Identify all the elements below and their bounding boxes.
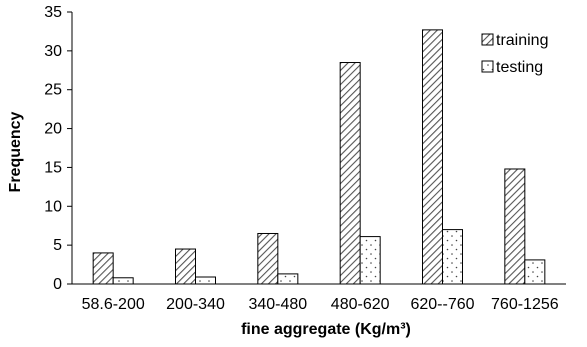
y-ticks-group: 0 5 10 15 20 25 30 35 (44, 4, 72, 293)
x-ticks-group: 58.6-200 200-340 340-480 480-620 620--760 760… (82, 296, 559, 313)
bar-testing-2 (277, 273, 299, 285)
bar-testing-3 (359, 236, 381, 285)
x-tick-label: 620--760 (410, 296, 474, 313)
bar-training-4 (422, 29, 443, 285)
bar-training-5 (504, 168, 526, 285)
bar-testing-5 (524, 259, 546, 285)
legend-label-testing: testing (496, 59, 543, 76)
bar-testing-0 (112, 277, 134, 285)
bars-group (92, 29, 546, 285)
y-tick-label: 0 (53, 276, 62, 293)
y-tick-label: 15 (44, 159, 62, 176)
bar-training-0 (92, 252, 114, 285)
bar-training-1 (175, 248, 196, 285)
x-tick-label: 340-480 (248, 296, 307, 313)
y-axis-title: Frequency (7, 111, 24, 192)
bar-training-3 (339, 62, 361, 285)
x-tick-label: 200-340 (166, 296, 225, 313)
bar-testing-1 (195, 276, 216, 285)
y-tick-label: 10 (44, 198, 62, 215)
x-tick-label: 480-620 (331, 296, 390, 313)
x-tick-label: 760-1256 (491, 296, 559, 313)
y-tick-label: 35 (44, 4, 62, 21)
legend: training testing (481, 32, 548, 76)
y-tick-label: 5 (53, 237, 62, 254)
y-tick-label: 25 (44, 82, 62, 99)
legend-label-training: training (496, 32, 548, 49)
bar-testing-4 (442, 229, 463, 285)
bar-training-2 (257, 232, 279, 285)
x-axis-title: fine aggregate (Kg/m³) (241, 321, 411, 338)
y-tick-label: 20 (44, 121, 62, 138)
y-tick-label: 30 (44, 43, 62, 60)
legend-swatch-training (481, 33, 494, 46)
x-tick-label: 58.6-200 (82, 296, 145, 313)
legend-swatch-testing (481, 60, 494, 73)
